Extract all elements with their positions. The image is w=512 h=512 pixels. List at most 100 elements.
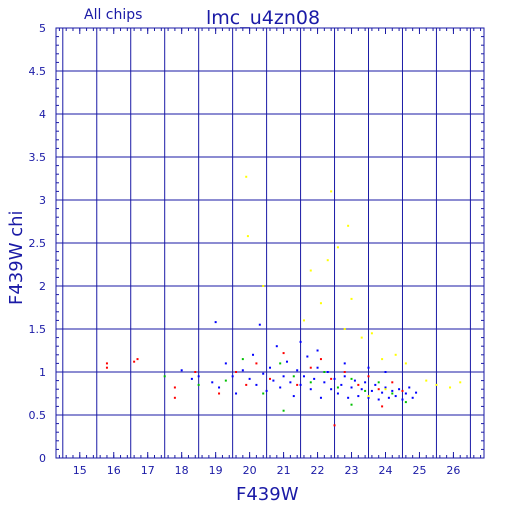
data-point <box>218 386 221 389</box>
data-point <box>302 375 305 378</box>
data-points <box>105 175 462 427</box>
data-point <box>319 396 322 399</box>
data-point <box>343 371 346 373</box>
data-point <box>384 371 387 373</box>
data-point <box>252 353 255 356</box>
data-point <box>340 383 343 386</box>
data-point <box>296 369 299 372</box>
data-point <box>309 366 312 369</box>
data-point <box>381 358 384 361</box>
data-point <box>364 381 367 384</box>
x-tick-label: 26 <box>446 464 460 477</box>
data-point <box>197 375 200 378</box>
data-point <box>272 379 275 382</box>
y-tick-labels: 0 0.5 1 1.5 2 2.5 3 3.5 4 4.5 5 <box>29 22 47 465</box>
data-point <box>387 396 390 399</box>
data-point <box>309 388 312 391</box>
data-point <box>241 358 244 361</box>
data-point <box>292 375 295 378</box>
x-tick-label: 19 <box>209 464 223 477</box>
data-point <box>330 190 333 193</box>
data-point <box>299 383 302 386</box>
data-point <box>194 371 197 373</box>
data-point <box>262 372 265 375</box>
grid-lines <box>56 28 484 458</box>
data-point <box>330 377 333 380</box>
data-point <box>241 369 244 372</box>
data-point <box>296 383 299 386</box>
data-point <box>163 375 166 378</box>
data-point <box>391 381 394 384</box>
data-point <box>435 383 438 386</box>
x-tick-label: 25 <box>412 464 426 477</box>
data-point <box>343 375 346 378</box>
y-tick-label: 4.5 <box>29 65 47 78</box>
data-point <box>289 381 292 384</box>
data-point <box>360 388 363 391</box>
y-tick-label: 2 <box>39 280 46 293</box>
data-point <box>367 396 370 399</box>
data-point <box>326 259 329 262</box>
data-point <box>180 369 183 372</box>
data-point <box>133 360 136 363</box>
data-point <box>245 383 248 386</box>
y-tick-label: 5 <box>39 22 46 35</box>
data-point <box>347 224 350 227</box>
data-point <box>136 358 139 361</box>
data-point <box>350 386 353 389</box>
data-point <box>309 269 312 272</box>
data-point <box>333 424 336 427</box>
data-point <box>367 366 370 369</box>
data-point <box>357 395 360 398</box>
data-point <box>404 392 407 395</box>
data-point <box>323 371 326 373</box>
x-tick-labels: 15 16 17 18 19 20 21 22 23 24 25 26 <box>73 464 461 477</box>
data-point <box>282 375 285 378</box>
data-point <box>269 377 271 380</box>
data-point <box>245 175 248 178</box>
data-point <box>425 379 428 382</box>
data-point <box>374 383 377 386</box>
data-point <box>350 403 353 406</box>
data-point <box>316 366 319 369</box>
data-point <box>255 362 258 365</box>
data-point <box>285 360 288 363</box>
data-point <box>408 386 411 389</box>
data-point <box>336 246 339 249</box>
x-tick-label: 20 <box>243 464 257 477</box>
data-point <box>269 366 271 369</box>
data-point <box>377 388 380 391</box>
data-point <box>360 336 363 339</box>
data-point <box>377 398 380 401</box>
data-point <box>265 389 268 392</box>
data-point <box>350 297 353 300</box>
tick-marks <box>56 28 484 458</box>
data-point <box>404 362 407 365</box>
data-point <box>370 389 373 392</box>
data-point <box>364 389 367 392</box>
data-point <box>309 381 312 384</box>
x-tick-label: 22 <box>311 464 325 477</box>
x-tick-label: 17 <box>141 464 155 477</box>
data-point <box>384 388 387 391</box>
data-point <box>404 401 407 404</box>
data-point <box>459 381 462 384</box>
data-point <box>357 383 360 386</box>
data-point <box>319 302 322 305</box>
x-axis-label: F439W <box>236 484 299 505</box>
y-tick-label: 3 <box>39 194 46 207</box>
data-point <box>292 395 295 398</box>
data-point <box>306 355 309 358</box>
data-point <box>235 371 238 373</box>
data-point <box>282 409 285 412</box>
x-tick-label: 23 <box>345 464 359 477</box>
data-point <box>336 386 339 389</box>
data-point <box>105 362 108 365</box>
data-point <box>214 321 217 324</box>
data-point <box>401 389 404 392</box>
y-tick-label: 0 <box>39 452 46 465</box>
chart-title: lmc_u4zn08 <box>206 7 320 29</box>
data-point <box>255 383 258 386</box>
data-point <box>350 377 353 380</box>
